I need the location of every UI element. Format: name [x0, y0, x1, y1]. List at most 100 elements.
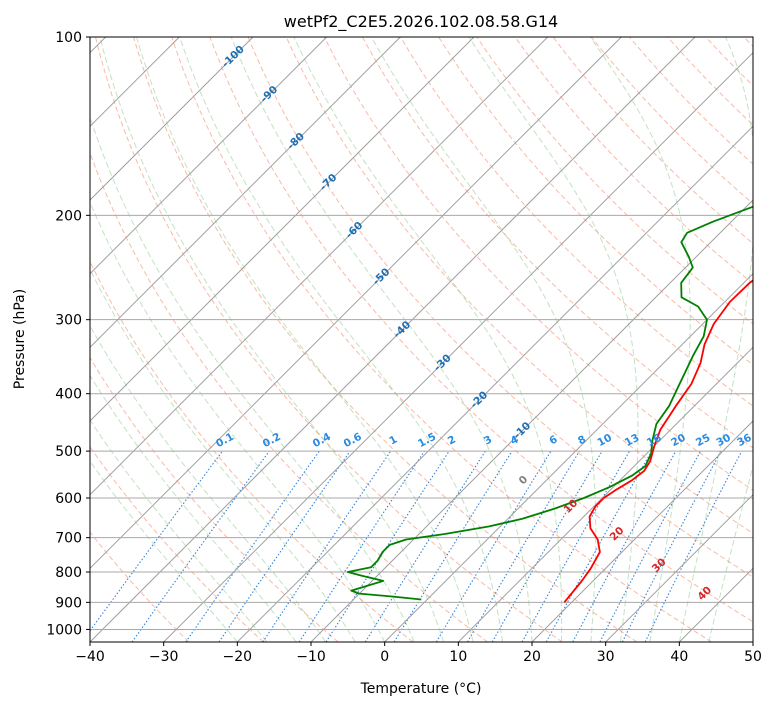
- moist-adiabat: [90, 268, 356, 642]
- y-tick-label: 100: [55, 30, 82, 46]
- mixing-ratio-label: 3: [482, 433, 494, 447]
- moist-adiabat: [589, 37, 691, 642]
- moist-adiabat: [468, 37, 639, 642]
- isotherm: [531, 420, 753, 642]
- mixing-ratio-line: [491, 450, 603, 642]
- background-lines: [0, 37, 753, 642]
- dry-adiabat: [743, 37, 753, 48]
- moist-adiabat: [90, 324, 327, 642]
- moist-adiabat: [708, 464, 753, 642]
- mixing-ratio-label: 0.1: [214, 431, 236, 450]
- adiabat-label: 40: [695, 584, 714, 603]
- dry-adiabat: [90, 445, 264, 642]
- grid: [90, 37, 753, 642]
- series-line-1: [346, 205, 753, 601]
- dry-adiabat: [285, 37, 753, 534]
- mixing-ratio-line: [393, 450, 513, 642]
- mixing-ratio-line: [644, 450, 743, 642]
- mixing-ratio-line: [131, 450, 270, 642]
- dry-adiabat: [438, 37, 753, 366]
- moist-adiabat: [99, 37, 445, 642]
- moist-adiabat: [90, 460, 238, 642]
- adiabat-label: 0: [517, 473, 531, 487]
- mixing-ratio-line: [572, 450, 677, 642]
- x-tick-label: −20: [223, 649, 253, 665]
- adiabat-label: 20: [608, 525, 627, 544]
- moist-adiabat: [90, 200, 386, 642]
- isotherm: [90, 37, 401, 349]
- moist-adiabat: [90, 374, 297, 642]
- dry-adiabat: [90, 260, 414, 642]
- mixing-ratio-line: [621, 450, 722, 642]
- x-tick-label: −30: [149, 649, 179, 665]
- y-tick-label: 900: [55, 595, 82, 611]
- axes: −40 −30 −20 −10 0 10 20 30 40 5010020030040050060…: [46, 30, 762, 665]
- x-tick-label: 30: [597, 649, 615, 665]
- dry-adiabat: [171, 37, 712, 642]
- mixing-ratio-line: [521, 450, 630, 642]
- mixing-ratio-label: 2: [446, 433, 458, 447]
- dry-adiabat: [552, 37, 753, 245]
- mixing-ratio-line: [262, 450, 392, 642]
- mixing-ratio-label: 30: [714, 432, 733, 449]
- x-tick-label: 10: [449, 649, 467, 665]
- y-tick-label: 400: [55, 387, 82, 403]
- chart-title: wetPf2_C2E5.2026.102.08.58.G14: [284, 12, 558, 32]
- moist-adiabat: [678, 37, 753, 642]
- x-tick-label: −40: [75, 649, 105, 665]
- isotherm: [90, 37, 254, 201]
- mixing-ratio-label: 16: [645, 432, 664, 449]
- mixing-ratio-label: 10: [595, 432, 614, 449]
- isotherm: [90, 37, 622, 570]
- dry-adiabat: [476, 37, 753, 325]
- x-axis-label: Temperature (°C): [360, 681, 482, 697]
- x-tick-label: 20: [523, 649, 541, 665]
- series-layer: [346, 205, 753, 603]
- isotherm: [163, 51, 753, 642]
- dry-adiabat: [667, 37, 753, 126]
- mixing-ratio-label: 0.6: [342, 431, 364, 450]
- dry-adiabat: [90, 151, 488, 642]
- mixing-ratio-line: [90, 450, 223, 632]
- y-tick-label: 300: [55, 313, 82, 329]
- isotherm: [90, 37, 328, 275]
- isotherm: [310, 199, 753, 642]
- y-tick-label: 800: [55, 565, 82, 581]
- isotherm: [384, 272, 753, 642]
- isotherm: [457, 346, 753, 642]
- series-line-0: [563, 279, 753, 603]
- line-labels: -100-90-80-70-60-50-40-30-20-100.1 0.2 0.4…: [214, 43, 754, 603]
- x-tick-label: −10: [296, 649, 326, 665]
- isotherm: [678, 567, 753, 642]
- y-tick-label: 500: [55, 444, 82, 460]
- dry-adiabat: [323, 37, 753, 491]
- isotherm: [90, 37, 549, 496]
- moist-adiabat: [371, 37, 597, 642]
- mixing-ratio-line: [599, 450, 701, 642]
- mixing-ratio-label: 20: [669, 432, 688, 449]
- dry-adiabat: [590, 37, 753, 205]
- reference-curve: [0, 37, 1, 642]
- isotherm: [752, 641, 753, 642]
- y-axis-label: Pressure (hPa): [12, 289, 28, 389]
- dry-adiabat: [362, 37, 753, 449]
- y-tick-label: 200: [55, 208, 82, 224]
- moist-adiabat: [90, 115, 415, 642]
- isotherm: [90, 37, 475, 422]
- mixing-ratio-label: 6: [547, 433, 559, 447]
- x-tick-label: 0: [380, 649, 389, 665]
- mixing-ratio-label: 1.5: [416, 431, 438, 450]
- mixing-ratio-line: [185, 450, 320, 642]
- mixing-ratio-label: 13: [623, 432, 642, 449]
- dry-adiabat: [90, 356, 339, 642]
- dry-adiabat: [95, 37, 563, 642]
- y-tick-label: 700: [55, 531, 82, 547]
- plot-frame: [89, 36, 754, 643]
- dry-adiabat: [133, 37, 638, 642]
- isotherm: [236, 125, 753, 642]
- x-tick-label: 50: [744, 649, 762, 665]
- x-tick-label: 40: [670, 649, 688, 665]
- dry-adiabat: [209, 37, 753, 623]
- isotherm: [90, 37, 696, 642]
